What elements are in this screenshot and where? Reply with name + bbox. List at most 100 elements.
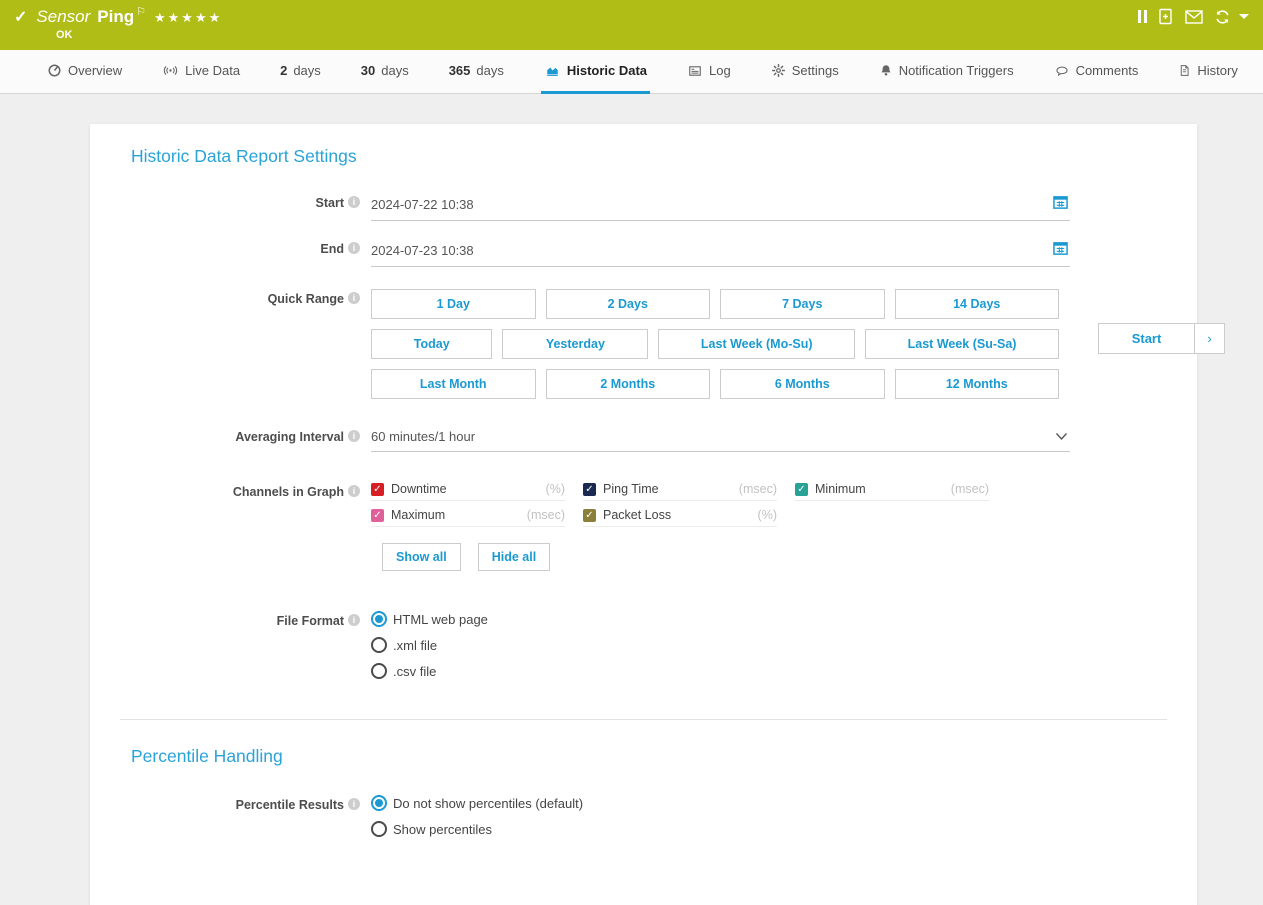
info-icon[interactable]: i [348, 196, 360, 208]
channel-downtime[interactable]: ✓ Downtime (%) [371, 482, 565, 501]
channel-packet-loss[interactable]: ✓ Packet Loss (%) [583, 508, 777, 527]
tab-historic-data[interactable]: Historic Data [540, 50, 651, 94]
percentile-hide-option[interactable]: Do not show percentiles (default) [371, 795, 1070, 811]
quick-range-12-months[interactable]: 12 Months [894, 369, 1059, 399]
end-label: End [320, 242, 344, 256]
averaging-interval-label: Averaging Interval [235, 430, 344, 444]
next-chevron-button[interactable]: › [1194, 324, 1224, 353]
file-format-csv-option[interactable]: .csv file [371, 663, 1070, 679]
log-icon [689, 65, 701, 76]
info-icon[interactable]: i [348, 798, 360, 810]
info-icon[interactable]: i [348, 242, 360, 254]
sensor-name: Ping [97, 7, 135, 26]
priority-stars[interactable]: ★★★★★ [154, 11, 223, 26]
hide-all-button[interactable]: Hide all [477, 543, 551, 571]
comment-bubble-icon [1055, 66, 1068, 76]
channel-maximum[interactable]: ✓ Maximum (msec) [371, 508, 565, 527]
quick-range-label: Quick Range [267, 292, 344, 306]
file-format-xml-option[interactable]: .xml file [371, 637, 1070, 653]
refresh-icon[interactable] [1214, 9, 1231, 25]
radio-selected[interactable] [371, 611, 387, 627]
tab-365-days[interactable]: 365 days [448, 63, 504, 78]
report-settings-title: Historic Data Report Settings [131, 146, 357, 166]
settings-card: Historic Data Report Settings Start i 20… [90, 124, 1197, 905]
quick-range-14-days[interactable]: 14 Days [894, 289, 1059, 319]
flag-icon[interactable]: ⚐ [136, 5, 146, 18]
start-date-input[interactable]: 2024-07-22 10:38 [371, 193, 1070, 221]
status-badge: OK [56, 29, 73, 41]
calendar-icon[interactable] [1053, 195, 1068, 213]
averaging-row: Averaging Interval i 60 minutes/1 hour [120, 427, 1167, 452]
pause-icon[interactable] [1138, 10, 1147, 23]
info-icon[interactable]: i [348, 430, 360, 442]
percentile-results-label: Percentile Results [235, 798, 344, 812]
checkbox-checked[interactable]: ✓ [371, 508, 384, 522]
quick-range-1-day[interactable]: 1 Day [371, 289, 536, 319]
object-kind-label: Sensor [36, 7, 91, 26]
tab-history[interactable]: History [1175, 50, 1240, 94]
quick-range-2-months[interactable]: 2 Months [545, 369, 710, 399]
info-icon[interactable]: i [348, 292, 360, 304]
file-format-label: File Format [276, 614, 344, 628]
radio-unselected[interactable] [371, 637, 387, 653]
area-chart-icon [547, 67, 558, 76]
run-report-button-group: Start › [1098, 323, 1225, 354]
quick-range-last-month[interactable]: Last Month [371, 369, 536, 399]
show-all-button[interactable]: Show all [382, 543, 461, 571]
quick-range-6-months[interactable]: 6 Months [720, 369, 885, 399]
gear-icon [771, 64, 785, 77]
checkbox-checked[interactable]: ✓ [583, 482, 596, 496]
sensor-header: ✓ Sensor Ping ⚐ ★★★★★ OK [0, 0, 1263, 50]
bell-icon [881, 65, 891, 76]
chevron-down-icon[interactable] [1239, 14, 1249, 19]
tab-2-days[interactable]: 2 days [280, 63, 321, 78]
quick-range-today[interactable]: Today [371, 329, 493, 359]
checkbox-checked[interactable]: ✓ [371, 482, 384, 496]
checkbox-checked[interactable]: ✓ [795, 482, 808, 496]
tab-live-data[interactable]: Live Data [159, 50, 243, 94]
quick-range-7-days[interactable]: 7 Days [720, 289, 885, 319]
tab-notification-triggers[interactable]: Notification Triggers [876, 50, 1017, 94]
channels-in-graph-label: Channels in Graph [232, 485, 344, 499]
file-format-row: File Format i HTML web page .xml file .c… [120, 611, 1167, 689]
tab-overview[interactable]: Overview [44, 50, 125, 94]
file-format-html-option[interactable]: HTML web page [371, 611, 1070, 627]
info-icon[interactable]: i [348, 485, 360, 497]
info-icon[interactable]: i [348, 614, 360, 626]
channels-row: Channels in Graph i ✓ Downtime (%) ✓ Pin… [120, 482, 1167, 571]
quick-range-2-days[interactable]: 2 Days [545, 289, 710, 319]
section-divider [120, 719, 1167, 720]
calendar-icon[interactable] [1053, 241, 1068, 259]
report-icon[interactable] [1158, 8, 1174, 25]
checkbox-checked[interactable]: ✓ [583, 508, 596, 522]
gauge-icon [48, 64, 61, 77]
tab-log[interactable]: Log [684, 50, 734, 94]
broadcast-icon [164, 66, 178, 75]
percentile-results-row: Percentile Results i Do not show percent… [120, 795, 1167, 847]
start-row: Start i 2024-07-22 10:38 [120, 193, 1167, 221]
radio-selected[interactable] [371, 795, 387, 811]
start-label: Start [315, 196, 344, 210]
status-ok-check-icon: ✓ [14, 9, 28, 26]
channel-minimum[interactable]: ✓ Minimum (msec) [795, 482, 989, 501]
end-date-input[interactable]: 2024-07-23 10:38 [371, 239, 1070, 267]
chevron-down-icon [1055, 429, 1068, 444]
quick-range-yesterday[interactable]: Yesterday [502, 329, 649, 359]
tab-settings[interactable]: Settings [768, 50, 842, 94]
tab-30-days[interactable]: 30 days [360, 63, 409, 78]
percentile-show-option[interactable]: Show percentiles [371, 821, 1070, 837]
channel-ping-time[interactable]: ✓ Ping Time (msec) [583, 482, 777, 501]
mail-icon[interactable] [1185, 9, 1203, 24]
averaging-interval-select[interactable]: 60 minutes/1 hour [371, 427, 1070, 452]
tab-comments[interactable]: Comments [1051, 50, 1142, 94]
quick-range-row: Quick Range i 1 Day 2 Days 7 Days 14 Day… [120, 289, 1167, 399]
main-content: Historic Data Report Settings Start i 20… [0, 124, 1263, 905]
start-report-button[interactable]: Start [1131, 331, 1162, 346]
percentile-handling-title: Percentile Handling [131, 746, 283, 766]
radio-unselected[interactable] [371, 663, 387, 679]
quick-range-last-week-mo-su[interactable]: Last Week (Mo-Su) [658, 329, 856, 359]
radio-unselected[interactable] [371, 821, 387, 837]
history-doc-icon [1181, 65, 1189, 76]
quick-range-last-week-su-sa[interactable]: Last Week (Su-Sa) [865, 329, 1059, 359]
tab-bar: Overview Live Data 2 days 30 days 365 days … [0, 50, 1263, 94]
